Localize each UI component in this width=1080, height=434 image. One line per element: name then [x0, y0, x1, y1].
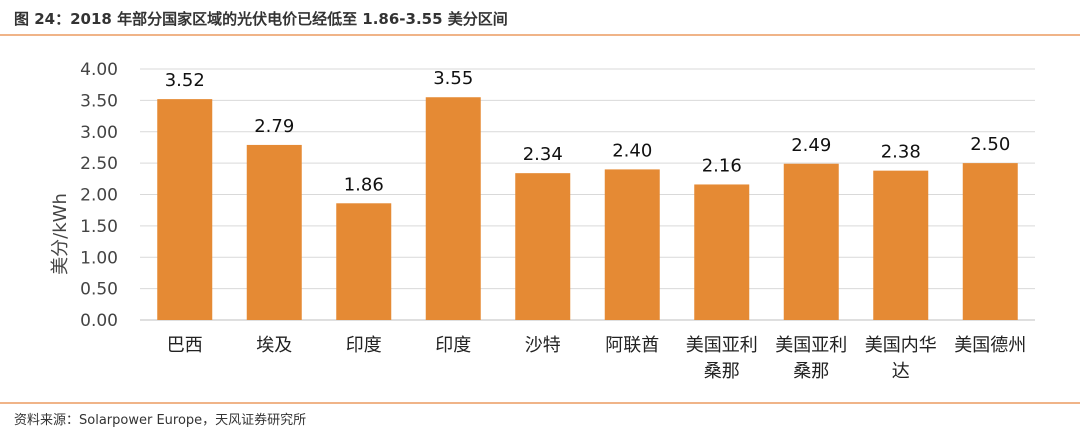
x-category-label: 桑那 — [793, 361, 829, 382]
x-category-label: 埃及 — [256, 335, 292, 356]
bar — [425, 97, 481, 320]
x-category-label: 阿联酋 — [605, 335, 659, 356]
x-category-label: 印度 — [435, 335, 471, 356]
y-tick-label: 0.00 — [80, 311, 118, 331]
y-axis-label: 美分/kWh — [50, 193, 71, 275]
x-category-label: 美国德州 — [954, 335, 1026, 356]
data-label: 3.55 — [433, 68, 473, 89]
y-tick-label: 2.00 — [80, 186, 118, 206]
y-tick-label: 1.00 — [80, 248, 118, 268]
data-label: 3.52 — [165, 70, 205, 91]
bar-chart: 0.00 0.50 1.00 1.50 2.00 2.50 3.00 3.50 4.00 3.5… — [50, 60, 1035, 382]
bar — [604, 169, 660, 320]
y-tick-label: 1.50 — [80, 217, 118, 237]
bar — [157, 99, 213, 320]
x-category-label: 美国内华 — [865, 335, 937, 356]
bar — [515, 173, 571, 320]
x-category-label: 桑那 — [704, 361, 740, 382]
source-note: 资料来源：Solarpower Europe，天风证券研究所 — [14, 413, 307, 428]
y-tick-label: 4.00 — [80, 60, 118, 80]
data-label: 2.34 — [523, 144, 563, 165]
y-tick-label: 2.50 — [80, 154, 118, 174]
bar — [962, 163, 1018, 320]
bar — [246, 144, 302, 320]
bar — [694, 184, 750, 320]
figure-title: 图 24：2018 年部分国家区域的光伏电价已经低至 1.86-3.55 美分区… — [14, 10, 508, 28]
data-label: 2.40 — [612, 140, 652, 161]
data-label: 2.49 — [791, 135, 831, 156]
bar — [873, 170, 929, 320]
x-category-label: 印度 — [346, 335, 382, 356]
y-tick-label: 3.00 — [80, 123, 118, 143]
x-category-label: 巴西 — [167, 335, 203, 356]
x-category-label: 美国亚利 — [775, 335, 847, 356]
bottom-divider — [0, 402, 1080, 404]
data-label: 2.50 — [970, 134, 1010, 155]
y-tick-label: 0.50 — [80, 280, 118, 300]
x-category-label: 沙特 — [525, 335, 561, 356]
bar — [336, 203, 392, 320]
data-labels: 3.52 2.79 1.86 3.55 2.34 2.40 2.16 2.49 2.38 2.50 — [165, 68, 1011, 195]
data-label: 2.38 — [881, 142, 921, 163]
x-category-label: 美国亚利 — [686, 335, 758, 356]
bar — [783, 163, 839, 320]
bars — [157, 97, 1018, 320]
y-tick-label: 3.50 — [80, 91, 118, 111]
top-divider — [0, 34, 1080, 36]
data-label: 2.16 — [702, 155, 742, 176]
y-axis-ticks: 0.00 0.50 1.00 1.50 2.00 2.50 3.00 3.50 4.00 — [80, 60, 118, 331]
data-label: 2.79 — [254, 116, 294, 137]
data-label: 1.86 — [344, 174, 384, 195]
x-category-label: 达 — [892, 361, 910, 382]
